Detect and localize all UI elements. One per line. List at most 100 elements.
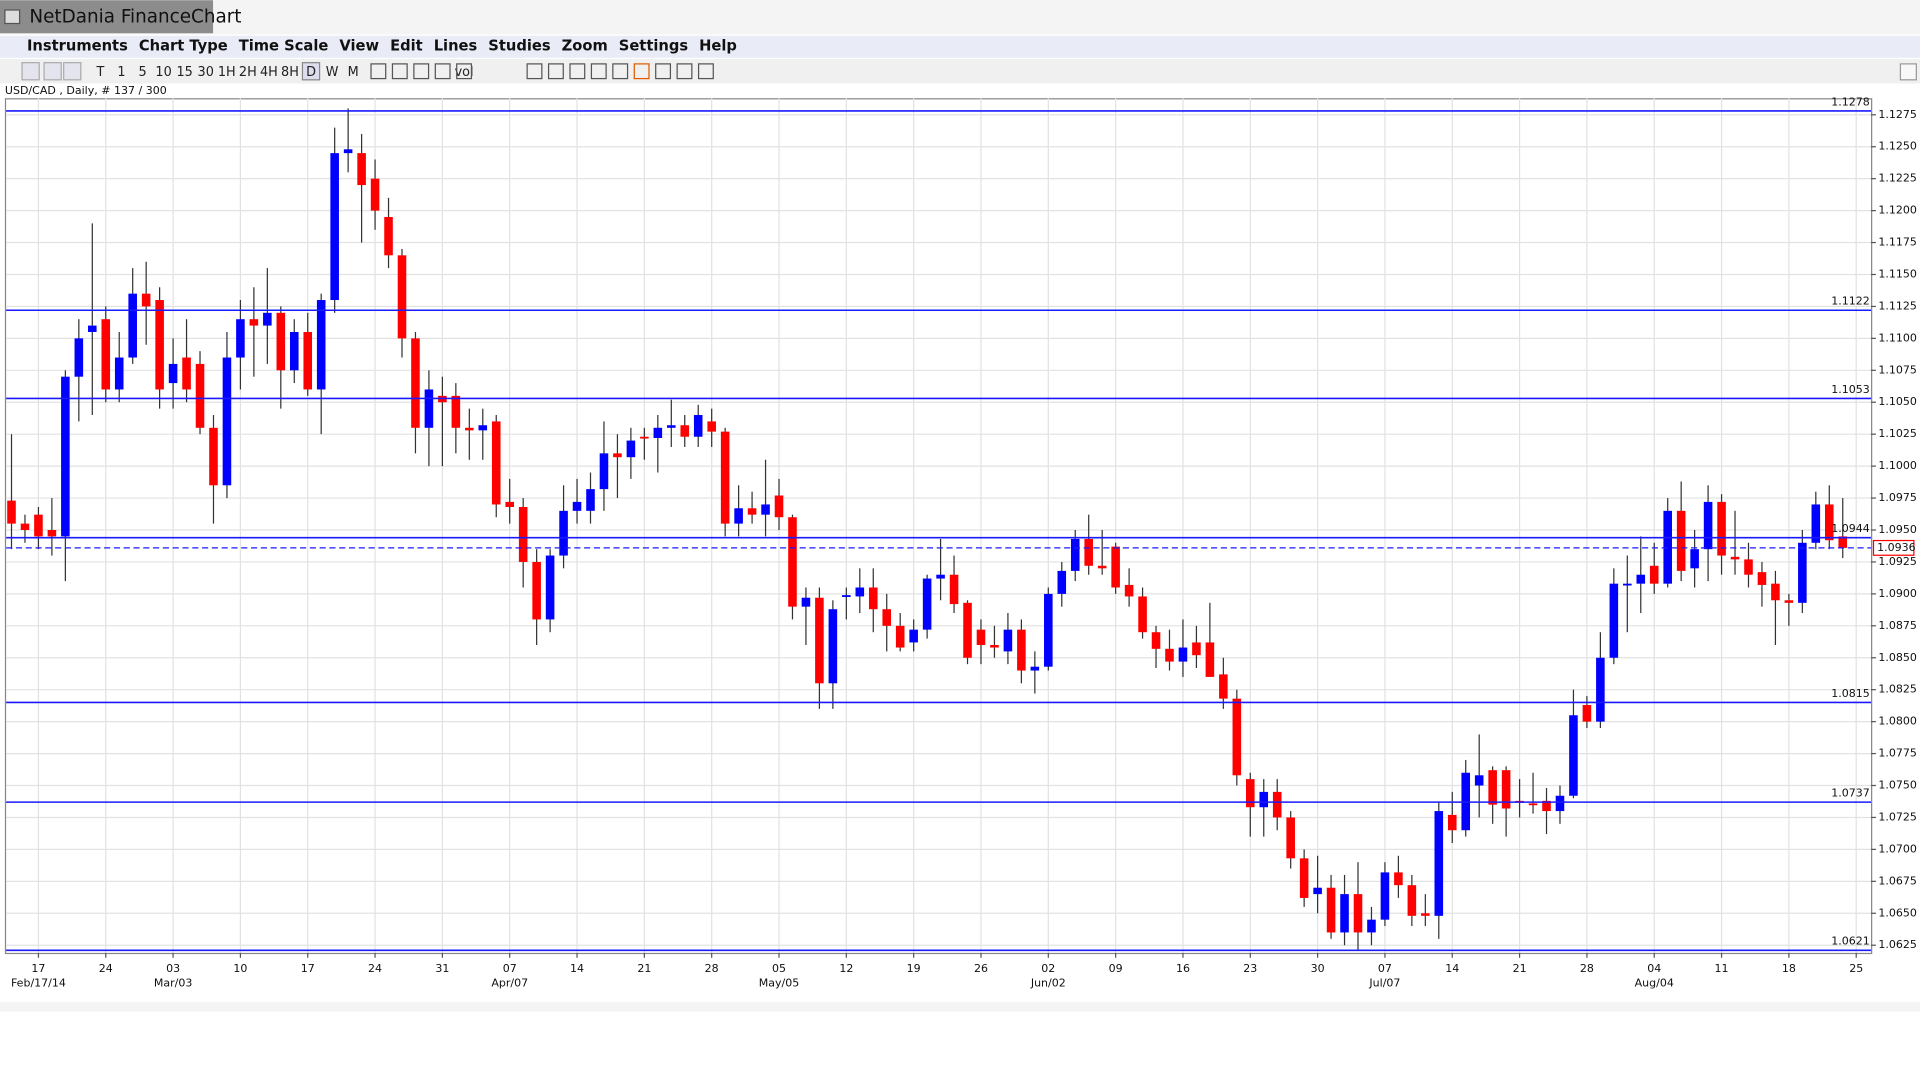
level-label: 1.1053	[1831, 383, 1870, 396]
level-label: 1.0621	[1831, 935, 1870, 948]
timeframe-button[interactable]: 1H	[218, 65, 236, 80]
timeframe-button[interactable]: M	[348, 65, 359, 80]
tool-icon[interactable]	[590, 63, 607, 80]
y-tick-label: 1.0800	[1878, 715, 1917, 728]
candles	[7, 108, 1848, 951]
scrollbar[interactable]	[0, 1001, 1920, 1012]
date-label: Jun/02	[1030, 976, 1066, 989]
candle-body	[505, 501, 514, 508]
instrument-info: USD/CAD , Daily, # 137 / 300	[5, 84, 167, 97]
app-icon	[4, 9, 21, 25]
level-label: 1.1122	[1831, 295, 1870, 308]
timeframe-button[interactable]: 8H	[281, 65, 299, 80]
timeframe-button[interactable]: T	[95, 65, 104, 80]
candle-body	[1111, 546, 1120, 588]
candle-body	[1609, 583, 1619, 658]
candle-body	[1245, 779, 1255, 808]
candle-body	[1663, 510, 1672, 584]
date-label: Apr/07	[491, 976, 528, 989]
timeframe-button[interactable]: W	[326, 65, 339, 80]
menu-item[interactable]: Instruments	[27, 38, 128, 55]
menu: Instruments Chart Type Time Scale View Edit L…	[27, 38, 737, 55]
timeframe-button[interactable]: 2H	[239, 65, 257, 80]
candle-body	[1232, 698, 1242, 776]
candle-body	[88, 325, 97, 332]
tool-icon[interactable]	[21, 62, 40, 81]
y-tick-label: 1.1100	[1878, 331, 1917, 344]
tool-icon[interactable]	[676, 63, 693, 80]
timeframe-button[interactable]: vol	[455, 65, 474, 80]
x-tick-label: 04	[1647, 962, 1661, 975]
candle-body	[7, 500, 16, 524]
candle-body	[882, 609, 892, 626]
tool-icon[interactable]	[434, 63, 451, 80]
timeframe-button[interactable]: D	[306, 65, 316, 80]
candle-body	[168, 363, 178, 384]
candle-body	[1474, 775, 1484, 786]
candle-body	[330, 153, 339, 301]
menu-item[interactable]: View	[339, 38, 379, 55]
timeframe-button[interactable]: 4H	[260, 65, 278, 80]
menu-item[interactable]: Help	[699, 38, 737, 55]
timeframe-button[interactable]: 30	[198, 65, 214, 80]
candle-body	[586, 489, 595, 511]
candle-body	[990, 644, 999, 648]
tool-icon[interactable]	[370, 63, 387, 80]
candle-body	[559, 510, 568, 556]
candle-body	[1555, 795, 1565, 812]
plot-area	[4, 98, 1873, 955]
tool-icon[interactable]	[569, 63, 586, 80]
candle-body	[720, 431, 730, 524]
candle-body	[1367, 919, 1376, 933]
menu-item[interactable]: Settings	[619, 38, 689, 55]
tool-icon[interactable]	[456, 63, 473, 80]
candle-body	[1165, 648, 1174, 662]
candle-body	[1798, 542, 1807, 603]
candle-body	[599, 453, 609, 490]
timeframe-button[interactable]: 10	[155, 65, 171, 80]
candle-body	[693, 415, 703, 437]
tool-icon[interactable]	[43, 62, 62, 81]
y-tick-label: 1.1225	[1878, 172, 1917, 185]
candle-body	[747, 508, 757, 515]
menu-item[interactable]: Time Scale	[239, 38, 329, 55]
menu-item[interactable]: Lines	[434, 38, 478, 55]
x-tick-label: 28	[705, 962, 719, 975]
timeframe-button[interactable]: 1	[117, 65, 125, 80]
tool-icon[interactable]	[633, 63, 650, 80]
menu-item[interactable]: Studies	[488, 38, 551, 55]
y-tick-label: 1.1050	[1878, 395, 1917, 408]
candle-body	[47, 530, 57, 537]
candle-body	[1784, 600, 1794, 603]
x-tick-label: 19	[907, 962, 921, 975]
tool-icon[interactable]	[391, 63, 408, 80]
tool-icon[interactable]	[655, 63, 672, 80]
x-tick-label: 09	[1109, 962, 1123, 975]
tool-icon[interactable]	[63, 62, 82, 81]
tool-icon[interactable]	[413, 63, 430, 80]
tool-icon[interactable]	[547, 63, 564, 80]
candle-body	[411, 338, 420, 428]
candle-body	[465, 427, 474, 431]
y-tick-label: 1.1250	[1878, 140, 1917, 153]
menu-item[interactable]: Chart Type	[139, 38, 228, 55]
timeframe-button[interactable]: 5	[138, 65, 146, 80]
tool-icon[interactable]	[526, 63, 543, 80]
menu-item[interactable]: Zoom	[562, 38, 608, 55]
candle-body	[1394, 872, 1403, 886]
candle-body	[249, 319, 259, 326]
panel-button[interactable]	[1899, 63, 1917, 81]
menu-item[interactable]: Edit	[390, 38, 423, 55]
tool-icon[interactable]	[612, 63, 629, 80]
y-tick-label: 1.1125	[1878, 299, 1917, 312]
candle-body	[1286, 817, 1295, 859]
candle-body	[815, 597, 824, 684]
candle-body	[626, 440, 636, 458]
candle-body	[1528, 803, 1538, 806]
candle-body	[1730, 556, 1740, 560]
candle-body	[1447, 814, 1457, 831]
timeframe-button[interactable]: 15	[176, 65, 192, 80]
tool-icon[interactable]	[697, 63, 714, 80]
